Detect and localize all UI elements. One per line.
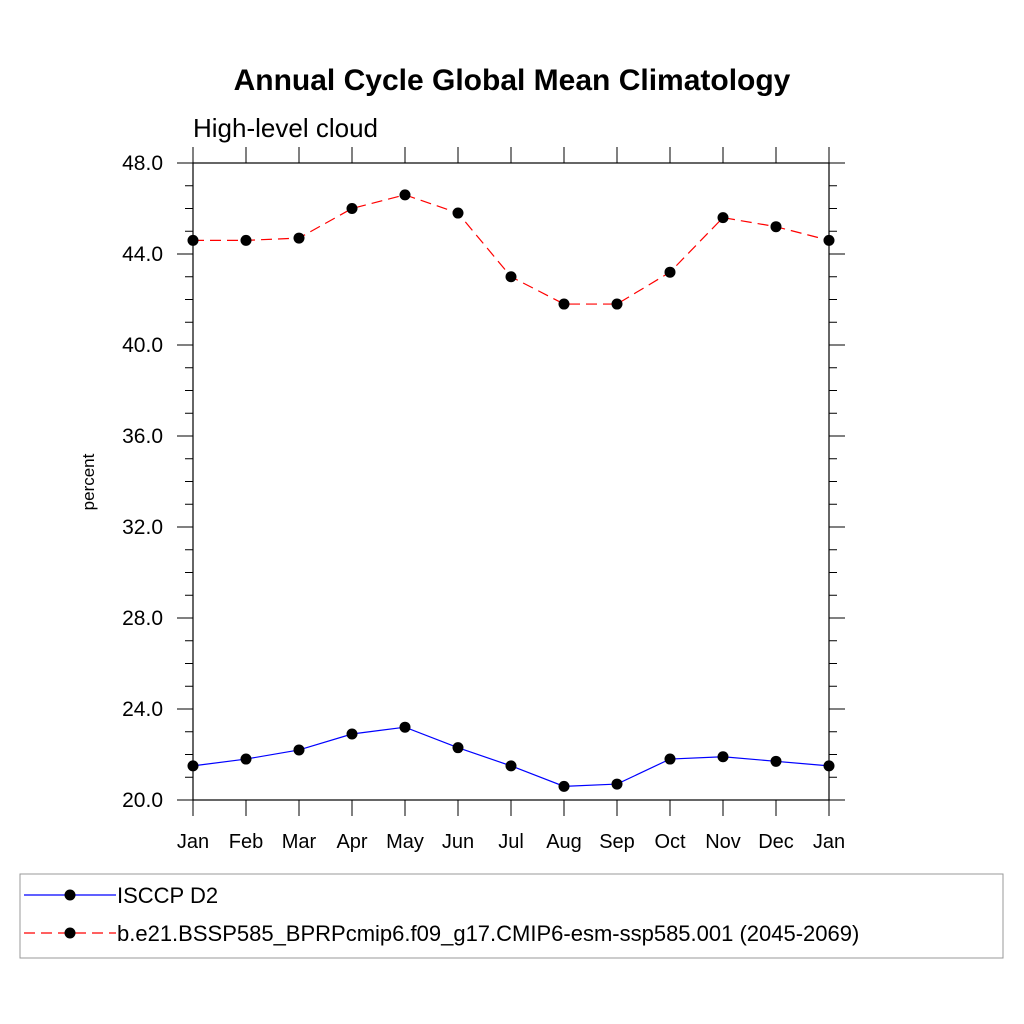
y-tick-label: 44.0 [122,243,163,266]
x-tick-label: Jan [177,831,209,853]
plot-frame [192,162,830,801]
series-2-point [452,207,464,219]
series-1-point [611,778,623,790]
x-tick-label: Aug [546,831,582,853]
x-tick-label: Dec [758,831,794,853]
legend-box [19,873,1004,959]
series-2-point [505,271,517,283]
legend-marker-1 [64,889,76,901]
chart-subtitle: High-level cloud [193,113,378,143]
y-axis-label: percent [79,453,98,510]
legend: ISCCP D2 b.e21.BSSP585_BPRPcmip6.f09_g17.… [19,873,1004,959]
series-2-point [717,212,729,224]
series-1-point [187,760,199,772]
series-line-1 [192,726,830,787]
series-1-point [240,753,252,765]
x-tick-label: May [386,831,424,853]
x-tick-label: Jun [442,831,474,853]
series-1-point [399,721,411,733]
series-1-point [717,751,729,763]
series-2-point [346,203,358,214]
series-1-point [664,753,676,765]
x-tick-label: Mar [282,831,317,853]
series-1-point [346,728,358,740]
series-1-point [505,760,517,772]
series-1-point [823,760,835,772]
y-tick-label: 48.0 [122,152,163,175]
series-2-point [823,234,835,246]
series-2-point [770,221,782,233]
series-2-point [611,298,623,310]
series-2-point [399,189,411,201]
chart-title: Annual Cycle Global Mean Climatology [234,64,791,97]
y-tick-label: 20.0 [122,789,163,812]
x-tick-label: Apr [336,831,367,853]
plot-area: 20.0 24.0 28.0 32.0 36.0 40.0 44.0 48.0 Jan Feb Ma… [122,147,845,853]
series-2-point [664,266,676,278]
y-tick-label: 32.0 [122,516,163,539]
x-tick-label: Nov [705,831,741,853]
legend-marker-2 [64,927,76,939]
y-tick-label: 24.0 [122,698,163,721]
y-tick-label: 36.0 [122,425,163,448]
legend-entry-2: b.e21.BSSP585_BPRPcmip6.f09_g17.CMIP6-es… [117,921,859,946]
x-tick-label: Sep [599,831,635,853]
series-line-2 [193,194,830,305]
series-1-point [293,744,305,756]
y-tick-label: 28.0 [122,607,163,630]
series-2-point [240,234,252,246]
series-2-point [293,232,305,244]
y-tick-label: 40.0 [122,334,163,357]
series-2-point [558,298,570,310]
x-tick-label: Jan [813,831,845,853]
series-1-point [770,755,782,767]
x-tick-label: Feb [229,831,263,853]
series-2-point [187,234,199,246]
series-1-point [452,742,464,754]
x-tick-label: Oct [654,831,686,853]
legend-entry-1: ISCCP D2 [117,883,218,908]
x-tick-label: Jul [498,831,524,853]
series-1-point [558,780,570,792]
